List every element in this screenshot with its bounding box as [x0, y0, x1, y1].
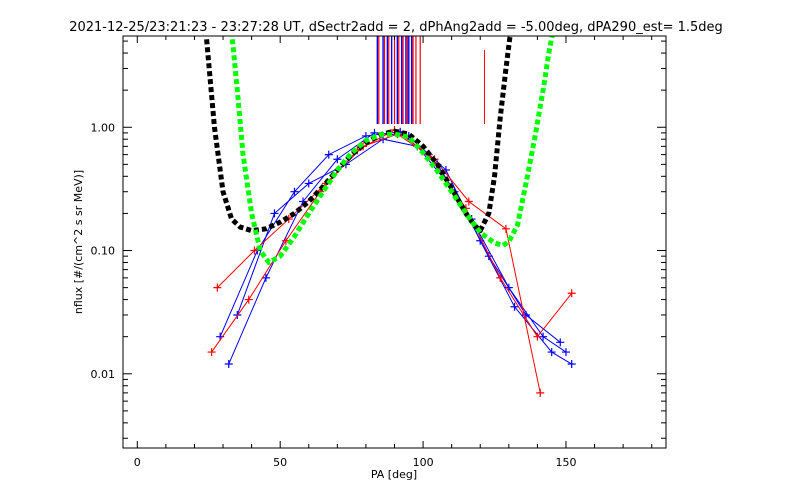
- series-line-red: [211, 129, 573, 353]
- fit-curves-layer: [203, 36, 555, 265]
- axes: 0 50 100 150 0.01 0.10 1.00: [91, 36, 666, 469]
- y-tick-label: 0.01: [91, 368, 116, 381]
- data-point-blue: [290, 187, 299, 196]
- data-point-blue: [556, 338, 565, 347]
- data-point-red: [464, 197, 473, 206]
- x-axis-label: PA [deg]: [371, 468, 417, 481]
- data-point-blue: [324, 150, 333, 159]
- y-axis-label: nflux [#/(cm^2 s sr MeV)]: [72, 170, 85, 314]
- data-point-blue: [304, 179, 313, 188]
- data-point-red: [496, 273, 505, 282]
- y-tick-label: 0.10: [91, 245, 116, 258]
- x-tick-label: 0: [134, 456, 141, 469]
- data-point-red: [244, 295, 253, 304]
- vertical-marker-lines: [376, 36, 486, 124]
- data-series-layer: [207, 126, 576, 397]
- data-point-red: [250, 246, 259, 255]
- data-point-red: [536, 388, 545, 397]
- data-point-blue: [224, 360, 233, 369]
- data-point-blue: [561, 348, 570, 357]
- data-point-red: [533, 332, 542, 341]
- chart-title: 2021-12-25/23:21:23 - 23:27:28 UT, dSect…: [69, 20, 723, 35]
- x-tick-label: 50: [273, 456, 287, 469]
- series-line-blue: [228, 132, 572, 365]
- data-point-red: [501, 224, 510, 233]
- data-point-blue: [261, 273, 270, 282]
- data-point-blue: [567, 360, 576, 369]
- data-point-blue: [510, 302, 519, 311]
- x-tick-label: 100: [413, 456, 434, 469]
- data-point-red: [207, 348, 216, 357]
- data-point-red: [213, 283, 222, 292]
- data-point-blue: [270, 209, 279, 218]
- series-line-blue: [236, 138, 561, 343]
- x-tick-label: 150: [555, 456, 576, 469]
- fit-curve-green: [229, 36, 555, 265]
- series-line-blue: [219, 131, 567, 353]
- data-point-blue: [484, 252, 493, 261]
- data-point-blue: [333, 155, 342, 164]
- data-point-blue: [547, 348, 556, 357]
- data-point-red: [567, 289, 576, 298]
- y-tick-label: 1.00: [91, 121, 116, 134]
